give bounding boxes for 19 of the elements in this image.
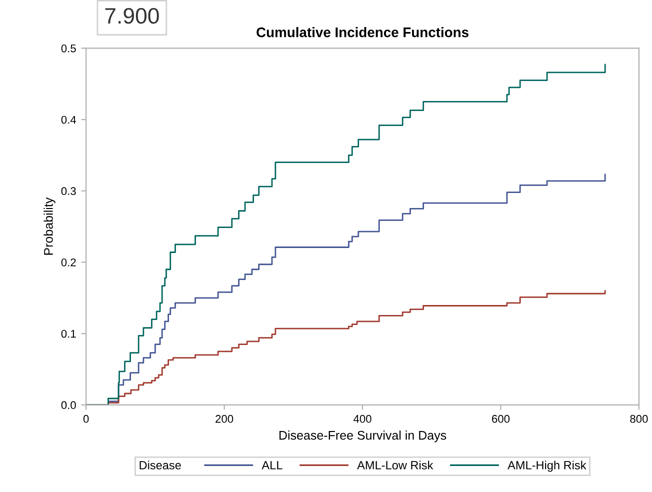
x-axis-title: Disease-Free Survival in Days	[279, 430, 446, 442]
text: 7.900	[105, 8, 159, 24]
y-axis-title: Probability	[44, 197, 56, 255]
y-tick-label: 0.3	[61, 187, 76, 196]
chart-title: Cumulative Incidence Functions	[256, 27, 468, 38]
x-tick-label: 0	[83, 414, 89, 423]
y-tick-label: 0.5	[61, 44, 76, 52]
y-tick-label: 0.1	[61, 330, 76, 338]
y-tick-label: 0.4	[61, 116, 76, 124]
legend-label: ALL	[262, 461, 282, 470]
y-tick-label: 0.2	[61, 258, 76, 266]
legend-label: AML-Low Risk	[357, 460, 434, 470]
x-tick-label: 200	[216, 414, 234, 423]
x-tick-label: 600	[492, 414, 510, 423]
legend-label: AML-High Risk	[508, 460, 586, 472]
y-tick-label: 0.0	[61, 401, 76, 410]
x-tick-label: 400	[354, 414, 372, 423]
legend-title: Disease	[140, 460, 181, 470]
x-tick-label: 800	[630, 414, 648, 423]
